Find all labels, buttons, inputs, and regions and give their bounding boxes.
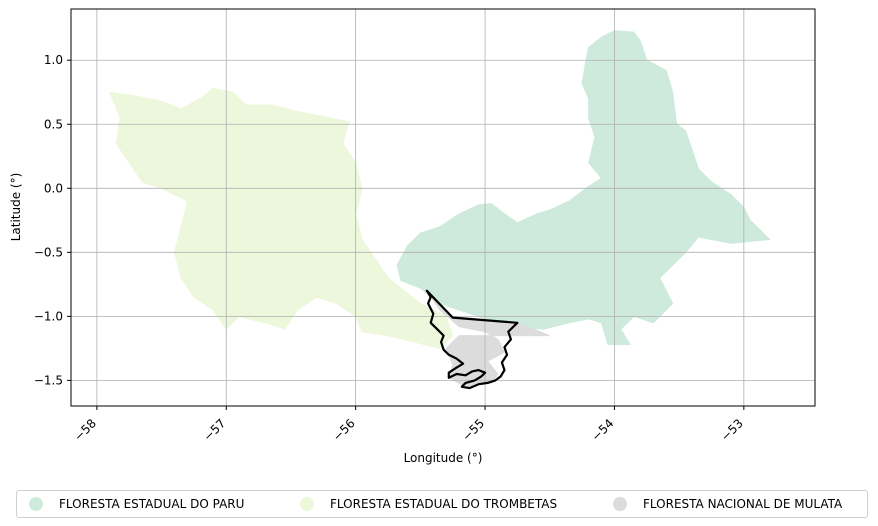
grid (71, 9, 815, 406)
legend-marker-trombetas (300, 497, 314, 511)
mulata-outline-layer (425, 289, 519, 390)
legend-label-paru: FLORESTA ESTADUAL DO PARU (59, 497, 245, 511)
y-tick-label: −0.5 (34, 245, 63, 259)
y-tick-label: −1.5 (34, 373, 63, 387)
legend-marker-paru (29, 497, 43, 511)
x-tick-label: −53 (718, 416, 746, 444)
x-axis-label: Longitude (°) (404, 451, 483, 465)
x-tick-label: −57 (201, 416, 229, 444)
y-tick-label: 0.0 (44, 181, 63, 195)
area-floresta-estadual-do-trombetas (109, 87, 454, 349)
legend-label-mulata: FLORESTA NACIONAL DE MULATA (643, 497, 843, 511)
legend-item-trombetas: FLORESTA ESTADUAL DO TROMBETAS (300, 497, 557, 511)
legend-item-paru: FLORESTA ESTADUAL DO PARU (29, 497, 244, 511)
legend-marker-mulata (613, 497, 627, 511)
x-tick-label: −55 (459, 416, 487, 444)
legend: FLORESTA ESTADUAL DO PARU FLORESTA ESTAD… (16, 490, 868, 518)
y-tick-label: 1.0 (44, 53, 63, 67)
y-tick-label: −1.0 (34, 309, 63, 323)
y-axis-label: Latitude (°) (9, 173, 23, 242)
plot-frame (70, 8, 816, 407)
x-tick-label: −56 (330, 416, 358, 444)
map-areas (109, 30, 771, 388)
y-axis-ticks: 1.0 0.5 0.0 −0.5 −1.0 −1.5 (34, 53, 71, 387)
legend-item-mulata: FLORESTA NACIONAL DE MULATA (613, 497, 842, 511)
mulata-outline (425, 289, 519, 390)
x-tick-label: −54 (589, 416, 617, 444)
y-tick-label: 0.5 (44, 117, 63, 131)
x-tick-label: −58 (71, 416, 99, 444)
x-axis-ticks: −58 −57 −56 −55 −54 −53 (71, 406, 746, 444)
area-floresta-estadual-do-paru (396, 30, 771, 345)
legend-label-trombetas: FLORESTA ESTADUAL DO TROMBETAS (330, 497, 558, 511)
